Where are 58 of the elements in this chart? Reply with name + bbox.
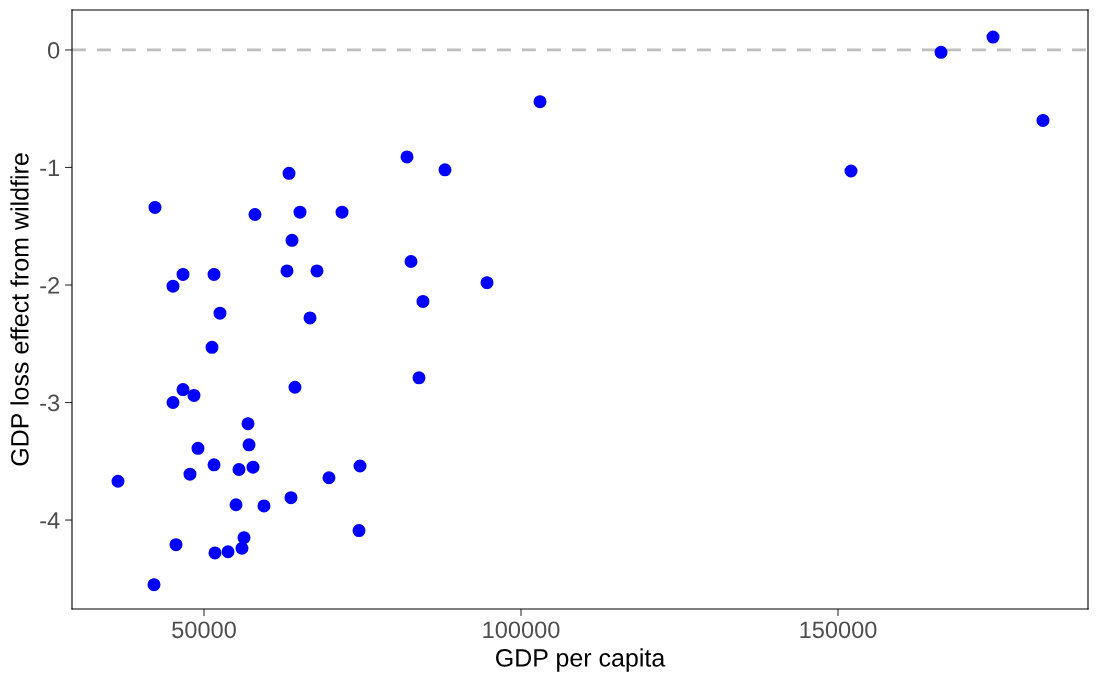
point xyxy=(412,371,426,385)
y-tick-label: -1 xyxy=(40,159,60,177)
point xyxy=(438,163,452,177)
x-axis-title: GDP per capita xyxy=(496,648,666,672)
point xyxy=(352,524,366,538)
point xyxy=(533,95,547,109)
point xyxy=(213,306,227,320)
point xyxy=(248,207,262,221)
point xyxy=(1036,113,1050,127)
point xyxy=(284,491,298,505)
point xyxy=(191,441,205,455)
point xyxy=(169,538,183,552)
point xyxy=(416,294,430,308)
point xyxy=(257,499,271,513)
point xyxy=(246,460,260,474)
point xyxy=(237,531,251,545)
point xyxy=(221,545,235,559)
point xyxy=(207,267,221,281)
point xyxy=(207,458,221,472)
point xyxy=(229,498,243,512)
point xyxy=(241,417,255,431)
point xyxy=(293,205,307,219)
y-tick-label: -4 xyxy=(40,512,60,529)
point xyxy=(353,459,367,473)
point xyxy=(148,200,162,214)
point xyxy=(147,578,161,592)
point xyxy=(242,438,256,452)
point xyxy=(285,233,299,247)
point xyxy=(176,383,190,397)
point xyxy=(205,340,219,354)
x-tick-label: 150000 xyxy=(800,621,877,639)
x-tick-label: 50000 xyxy=(172,621,236,639)
point xyxy=(183,467,197,481)
point xyxy=(232,462,246,477)
x-tick-label: 100000 xyxy=(483,621,560,639)
point xyxy=(400,150,414,164)
point xyxy=(303,311,317,325)
point xyxy=(480,276,494,290)
point xyxy=(176,267,190,281)
y-tick-label: -3 xyxy=(40,394,60,412)
y-tick-label: -2 xyxy=(40,277,60,294)
point xyxy=(404,254,418,268)
point xyxy=(282,166,296,180)
point xyxy=(322,471,336,485)
point xyxy=(280,264,294,278)
point xyxy=(166,396,180,410)
y-axis-title: GDP loss effect from wildfire xyxy=(10,153,29,466)
point xyxy=(111,474,125,488)
point xyxy=(208,546,222,560)
point xyxy=(934,45,948,59)
point xyxy=(844,164,858,178)
point xyxy=(288,380,302,394)
y-tick-label: 0 xyxy=(47,42,60,59)
point xyxy=(986,30,1000,44)
point xyxy=(310,264,324,278)
point xyxy=(335,205,349,219)
point xyxy=(187,388,201,402)
point xyxy=(166,279,180,293)
